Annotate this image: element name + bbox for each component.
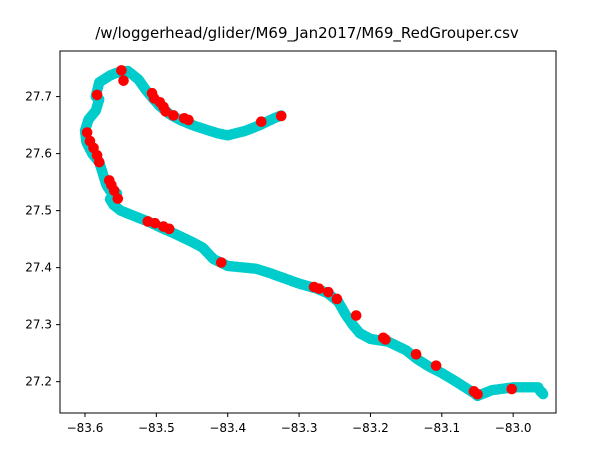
axes-frame: [59, 50, 557, 414]
chart-title: /w/loggerhead/glider/M69_Jan2017/M69_Red…: [95, 24, 519, 43]
detection-point: [472, 388, 483, 400]
detection-point: [215, 257, 227, 268]
detection-point: [163, 223, 175, 235]
detection-point: [323, 286, 334, 298]
y-tick-label: 27.6: [25, 147, 52, 161]
detection-point: [350, 310, 362, 321]
detection-point: [275, 110, 287, 122]
detection-point: [331, 293, 343, 305]
detection-point: [380, 334, 391, 345]
detection-point: [108, 185, 120, 196]
plot-area: [79, 65, 549, 402]
detection-point: [168, 110, 179, 121]
y-tick-label: 27.3: [25, 318, 52, 332]
detection-point: [116, 65, 127, 76]
y-tick-label: 27.5: [25, 204, 52, 218]
detection-point: [430, 360, 442, 371]
detection-point: [81, 127, 93, 138]
y-tick-label: 27.7: [25, 90, 52, 104]
x-tick-label: −83.5: [138, 421, 175, 435]
x-tick-label: −83.0: [495, 421, 532, 435]
detection-point: [410, 348, 422, 360]
track-point: [536, 386, 547, 398]
detection-point: [506, 383, 518, 395]
detection-point: [118, 75, 129, 86]
detection-point: [91, 89, 103, 101]
x-tick-label: −83.1: [423, 421, 460, 435]
y-tick-label: 27.4: [25, 261, 52, 275]
x-axis: −83.6 −83.5 −83.4 −83.3 −83.2 −83.1 −83.0: [67, 413, 532, 435]
x-tick-label: −83.3: [281, 421, 318, 435]
detection-series: [81, 65, 518, 400]
track-series: [79, 65, 549, 402]
detection-point: [149, 217, 161, 229]
detection-point: [255, 116, 267, 127]
x-tick-label: −83.4: [209, 421, 246, 435]
detection-point: [183, 114, 194, 126]
detection-point: [93, 156, 105, 168]
detection-point: [112, 193, 124, 204]
x-tick-label: −83.2: [352, 421, 389, 435]
detection-point: [160, 106, 171, 117]
y-axis: 27.2 27.3 27.4 27.5 27.6 27.7: [25, 90, 60, 389]
detection-point: [313, 283, 325, 295]
x-tick-label: −83.6: [67, 421, 104, 435]
y-tick-label: 27.2: [25, 375, 52, 389]
